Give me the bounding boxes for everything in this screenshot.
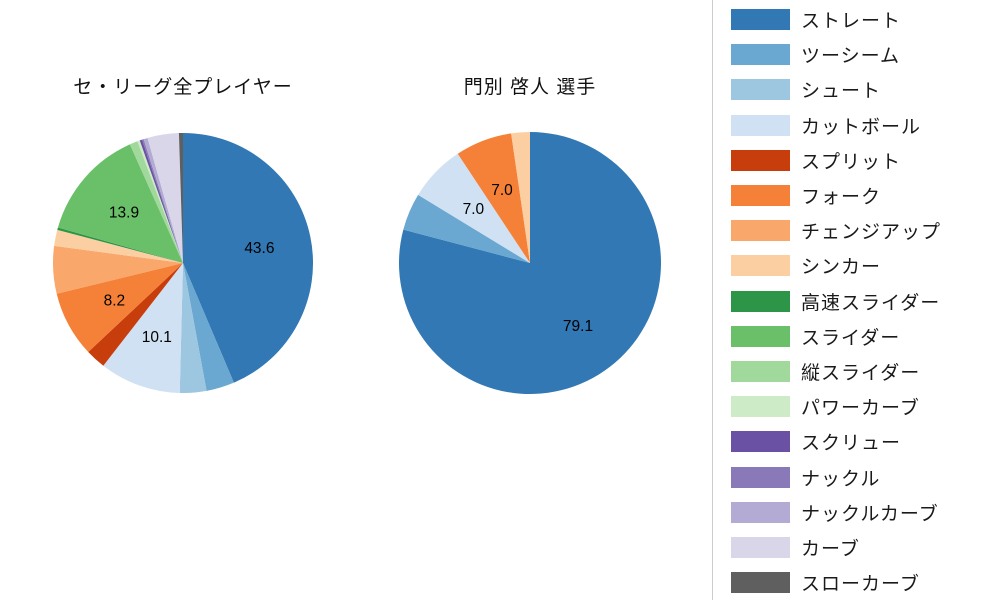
legend-swatch-shoot — [731, 79, 790, 101]
pie-slice-changeup — [53, 245, 184, 294]
legend: ストレートツーシームシュートカットボール スプリットフォークチェンジアップ シンカー… — [712, 0, 1000, 600]
pie-slice-curve — [147, 133, 183, 263]
legend-item-power-curve: パワーカーブ — [713, 389, 1000, 424]
legend-label-power-curve: パワーカーブ — [801, 398, 920, 420]
legend-label-straight: ストレート — [801, 11, 902, 33]
legend-item-sinker: シンカー — [713, 248, 1000, 283]
legend-swatch-curve — [731, 536, 790, 558]
legend-item-curve: カーブ — [713, 530, 1000, 565]
legend-item-cut-ball: カットボール — [713, 108, 1000, 143]
pie-slice-slow-curve — [178, 133, 183, 263]
legend-label-shoot: シュート — [801, 81, 882, 103]
chart-title-league: セ・リーグ全プレイヤー — [73, 77, 293, 98]
pie-slice-knuckle — [142, 139, 183, 263]
legend-swatch-fast-slider — [731, 290, 790, 312]
legend-swatch-knuckle-curve — [731, 501, 790, 523]
pie-slice-slider — [57, 144, 183, 263]
pie-slice-split — [88, 263, 183, 366]
legend-swatch-screw — [731, 431, 790, 453]
legend-label-sinker: シンカー — [801, 257, 882, 279]
legend-item-straight: ストレート — [713, 2, 1000, 37]
pie-slice-knuckle-curve — [143, 137, 183, 263]
legend-item-knuckle: ナックル — [713, 459, 1000, 494]
pie-slice-power-curve — [137, 140, 183, 263]
legend-label-knuckle-curve: ナックルカーブ — [801, 503, 939, 525]
legend-item-fork: フォーク — [713, 178, 1000, 213]
legend-swatch-two-seam — [731, 44, 790, 66]
legend-label-two-seam: ツーシーム — [801, 46, 901, 68]
legend-label-fork: フォーク — [801, 187, 882, 209]
legend-label-slider: スライダー — [801, 327, 901, 349]
legend-label-cut-ball: カットボール — [801, 116, 922, 138]
legend-label-vertical-slider: 縦スライダー — [801, 362, 921, 384]
pie-slice-fast-slider — [57, 227, 183, 263]
legend-item-knuckle-curve: ナックルカーブ — [713, 495, 1000, 530]
chart-title-player: 門別 啓人 選手 — [463, 77, 597, 98]
pie-value-label-cut-ball: 10.1 — [142, 329, 172, 346]
pie-value-label-cut-ball: 7.0 — [463, 201, 485, 218]
legend-swatch-slow-curve — [731, 572, 790, 594]
legend-item-changeup: チェンジアップ — [713, 213, 1000, 248]
legend-swatch-cut-ball — [731, 114, 790, 136]
legend-item-two-seam: ツーシーム — [713, 37, 1000, 72]
pie-slice-sinker — [511, 132, 530, 263]
legend-item-shoot: シュート — [713, 72, 1000, 107]
pie-slice-fork — [56, 263, 183, 352]
pie-slice-cut-ball — [103, 263, 183, 393]
legend-label-screw: スクリュー — [801, 433, 902, 455]
legend-label-curve: カーブ — [801, 538, 860, 560]
legend-item-fast-slider: 高速スライダー — [713, 284, 1000, 319]
legend-label-split: スプリット — [801, 151, 902, 173]
legend-swatch-sinker — [731, 255, 790, 277]
legend-item-vertical-slider: 縦スライダー — [713, 354, 1000, 389]
legend-item-slider: スライダー — [713, 319, 1000, 354]
legend-label-fast-slider: 高速スライダー — [801, 292, 941, 314]
pie-slice-screw — [139, 139, 183, 263]
pie-slice-shoot — [179, 263, 207, 393]
legend-swatch-vertical-slider — [731, 360, 790, 382]
legend-swatch-changeup — [731, 220, 790, 242]
pie-value-label-fork: 8.2 — [104, 293, 126, 310]
pie-slice-sinker — [54, 229, 183, 263]
pie-slice-cut-ball — [418, 153, 530, 263]
legend-label-slow-curve: スローカーブ — [801, 574, 920, 596]
legend-label-changeup: チェンジアップ — [801, 222, 942, 244]
legend-swatch-power-curve — [731, 396, 790, 418]
pie-slice-vertical-slider — [129, 141, 183, 263]
legend-item-split: スプリット — [713, 143, 1000, 178]
legend-swatch-straight — [731, 9, 790, 31]
legend-swatch-knuckle — [731, 466, 790, 488]
pie-slice-straight — [183, 133, 313, 383]
legend-item-slow-curve: スローカーブ — [713, 565, 1000, 600]
pie-value-label-straight: 79.1 — [563, 318, 593, 335]
legend-swatch-split — [731, 149, 790, 171]
pie-slice-two-seam — [403, 194, 530, 263]
pie-slice-fork — [457, 133, 530, 263]
pie-value-label-fork: 7.0 — [491, 182, 513, 199]
pie-chart-league: 43.6 10.1 8.2 13.9 — [53, 133, 313, 393]
pie-slice-two-seam — [183, 263, 234, 391]
legend-item-screw: スクリュー — [713, 424, 1000, 459]
legend-label-knuckle: ナックル — [801, 468, 881, 490]
pie-slice-straight — [399, 132, 661, 394]
pie-value-label-slider: 13.9 — [109, 205, 139, 222]
pie-chart-player: 79.1 7.0 7.0 — [399, 132, 661, 394]
legend-swatch-slider — [731, 325, 790, 347]
pie-value-label-straight: 43.6 — [244, 240, 274, 257]
legend-swatch-fork — [731, 185, 790, 207]
